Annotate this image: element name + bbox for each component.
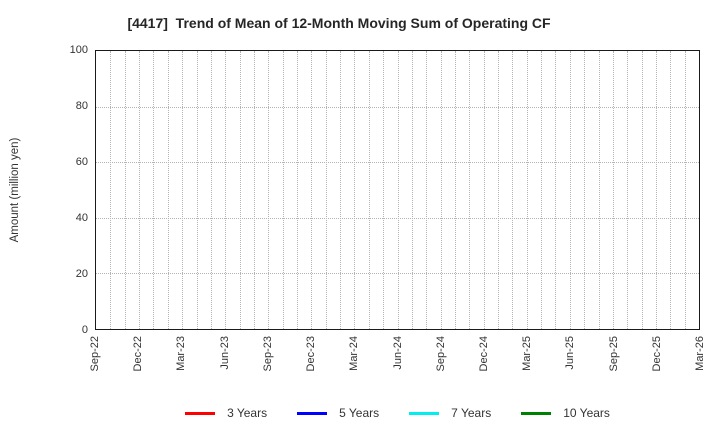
v-gridline [225,51,227,329]
legend-item: 5 Years [297,406,379,420]
legend-line-swatch [521,411,552,415]
legend-item-label: 7 Years [451,406,492,420]
v-gridline [182,51,184,329]
v-gridline [569,51,571,329]
legend-item-label: 3 Years [227,406,268,420]
v-gridline [167,51,169,329]
v-gridline [598,51,600,329]
x-tick-label: Dec-24 [477,336,490,372]
v-gridline [253,51,255,329]
v-gridline [440,51,442,329]
series-lines [96,51,699,329]
x-tick-label: Jun-24 [391,336,404,370]
v-gridline [541,51,543,329]
v-gridline [368,51,370,329]
v-gridline [411,51,413,329]
y-tick-label: 40 [75,212,88,224]
v-gridline [526,51,528,329]
legend-item-label: 10 Years [563,406,610,420]
x-tick-label: Sep-23 [261,336,274,372]
x-tick-label: Mar-25 [521,336,534,371]
legend-item-label: 5 Years [339,406,380,420]
v-gridline [655,51,657,329]
x-tick-label: Sep-25 [607,336,620,372]
plot-area [95,50,700,330]
legend: 3 Years 5 Years 7 Years 10 Years [95,402,700,424]
x-tick-label: Sep-22 [89,336,101,372]
v-gridline [153,51,155,329]
v-gridline [397,51,399,329]
v-gridline [325,51,327,329]
v-gridline [311,51,313,329]
v-gridline [627,51,629,329]
x-tick-label: Sep-24 [434,336,447,372]
v-gridline [297,51,298,329]
v-gridline [268,51,270,329]
y-tick-label: 80 [75,100,88,112]
x-tick-label: Jun-23 [218,336,231,370]
v-gridline [512,51,514,329]
legend-line-swatch [185,411,216,415]
v-gridline [454,51,456,329]
v-gridline [210,51,212,329]
legend-item: 10 Years [521,406,610,420]
v-gridline [354,51,356,329]
v-gridline [340,51,342,329]
v-gridline [469,51,471,329]
legend-line-swatch [297,411,328,415]
legend-item: 7 Years [409,406,491,420]
v-gridline [124,51,126,329]
v-gridline [196,51,198,329]
v-gridline [110,51,112,329]
v-gridline [684,51,686,329]
v-gridline [239,51,241,329]
x-tick-label: Jun-25 [564,336,577,370]
y-tick-label: 60 [75,156,88,168]
v-gridline [584,51,586,329]
x-tick-label: Mar-24 [348,336,361,371]
v-gridline [498,51,499,329]
x-tick-label: Mar-23 [175,336,188,371]
legend-item: 3 Years [185,406,267,420]
legend-line-swatch [409,411,440,415]
x-tick-label: Mar-26 [694,336,706,371]
y-tick-label: 20 [75,268,88,280]
v-gridline [612,51,614,329]
v-gridline [426,51,428,329]
chart-title: [4417] Trend of Mean of 12-Month Moving … [127,15,551,31]
v-gridline [483,51,485,329]
v-gridline [670,51,672,329]
v-gridline [383,51,385,329]
y-tick-label: 100 [69,44,88,56]
x-tick-label: Dec-25 [650,336,663,372]
v-gridline [139,51,141,329]
v-gridline [282,51,284,329]
x-tick-label: Dec-23 [305,336,318,372]
v-gridline [641,51,643,329]
y-axis-label: Amount (million yen) [9,137,21,243]
x-tick-label: Dec-22 [132,336,145,372]
y-tick-label: 0 [81,324,88,336]
v-gridline [555,51,557,329]
